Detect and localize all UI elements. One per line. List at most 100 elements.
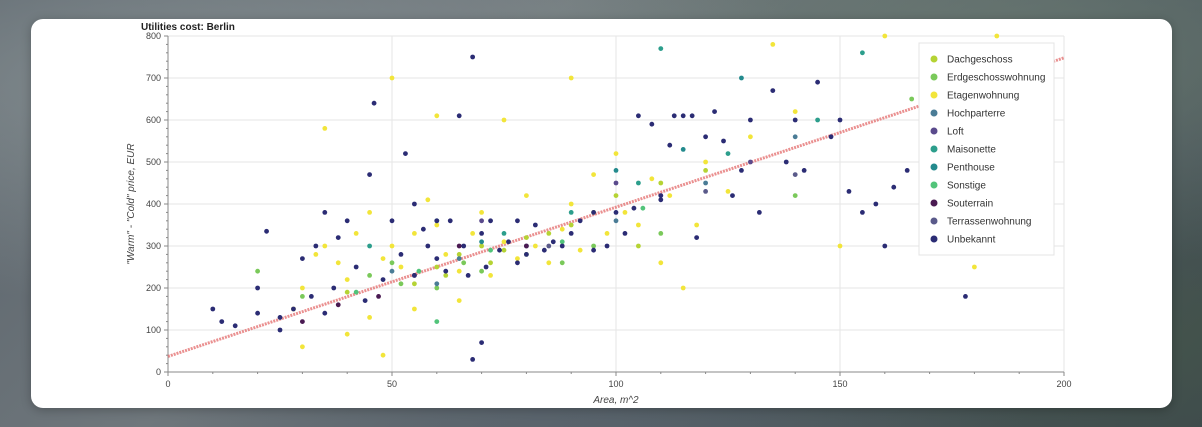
data-point: [322, 210, 328, 215]
legend-label: Terrassenwohnung: [947, 217, 1032, 228]
data-point: [770, 88, 776, 93]
data-point: [456, 256, 462, 261]
data-point: [367, 273, 372, 278]
data-point: [367, 210, 372, 215]
data-point: [376, 294, 381, 299]
data-point: [622, 231, 628, 236]
x-tick-label: 100: [608, 379, 623, 389]
data-point: [658, 197, 664, 203]
data-point: [362, 298, 368, 303]
y-tick-label: 200: [146, 283, 161, 293]
data-point: [277, 327, 283, 333]
data-point: [541, 247, 547, 253]
data-point: [739, 168, 744, 173]
legend-label: Erdgeschosswohnung: [947, 73, 1045, 84]
data-point: [420, 226, 426, 232]
y-tick-label: 800: [146, 31, 161, 41]
trend-line: [167, 56, 1065, 358]
data-point: [380, 352, 386, 358]
legend-label: Hochparterre: [947, 109, 1006, 120]
data-point: [770, 42, 776, 47]
data-point: [479, 210, 484, 215]
data-point: [882, 33, 888, 39]
data-point: [300, 294, 305, 299]
data-point: [344, 218, 350, 224]
data-point: [380, 256, 386, 261]
legend-marker: [930, 55, 938, 63]
data-point: [331, 285, 337, 291]
data-point: [550, 239, 556, 245]
data-point: [470, 54, 476, 60]
data-point: [972, 264, 977, 270]
data-point: [371, 100, 377, 106]
data-point: [801, 168, 807, 173]
data-point: [389, 268, 395, 274]
data-point: [667, 193, 673, 199]
data-point: [447, 218, 453, 224]
data-point: [434, 319, 440, 324]
scatter-plot: Utilities cost: Berlin 01002003004005006…: [126, 22, 1072, 406]
data-point: [909, 96, 915, 102]
data-point: [703, 168, 708, 173]
data-point: [725, 189, 731, 194]
y-tick-label: 600: [146, 115, 161, 125]
y-axis-label: "Warm" - "Cold" price, EUR: [126, 143, 137, 264]
data-point: [748, 159, 753, 165]
data-point: [488, 260, 493, 266]
data-point: [335, 260, 341, 266]
data-point: [344, 289, 350, 295]
data-point: [649, 121, 655, 127]
legend-label: Etagenwohnung: [947, 91, 1019, 102]
data-point: [264, 228, 269, 234]
data-point: [353, 264, 359, 270]
data-point: [515, 260, 520, 266]
data-point: [313, 243, 319, 249]
data-point: [389, 218, 395, 224]
data-point: [631, 205, 637, 211]
data-point: [658, 46, 664, 51]
data-point: [434, 281, 440, 287]
data-point: [873, 201, 879, 207]
data-point: [568, 75, 574, 81]
data-point: [434, 113, 440, 119]
x-axis-ticks: 0 50 100 150 200: [165, 372, 1072, 389]
legend-marker: [930, 163, 938, 171]
data-point: [232, 323, 238, 329]
data-point: [524, 243, 529, 249]
legend-marker: [930, 181, 938, 189]
data-point: [792, 109, 798, 114]
y-tick-label: 700: [146, 73, 161, 83]
data-point: [506, 239, 511, 245]
data-point: [792, 172, 798, 178]
data-point: [748, 117, 753, 123]
data-point: [792, 134, 798, 140]
legend-label: Penthouse: [947, 163, 995, 174]
data-point: [994, 33, 1000, 39]
legend[interactable]: Dachgeschoss Erdgeschosswohnung Etagenwohn…: [918, 42, 1055, 256]
data-point: [613, 210, 619, 215]
data-point: [412, 281, 417, 287]
data-point: [636, 222, 641, 228]
data-point: [721, 138, 726, 144]
data-point: [488, 218, 493, 224]
data-point: [532, 243, 538, 249]
data-point: [783, 159, 789, 165]
y-tick-label: 100: [146, 325, 161, 335]
data-point: [389, 75, 395, 81]
data-point: [255, 268, 260, 274]
data-point: [210, 306, 216, 312]
data-point: [412, 273, 417, 278]
data-point: [488, 247, 493, 253]
data-point: [403, 151, 408, 157]
legend-label: Loft: [947, 127, 964, 138]
data-point: [792, 193, 798, 199]
data-point: [680, 113, 686, 119]
data-point: [703, 189, 708, 194]
data-point: [313, 252, 319, 257]
data-point: [456, 298, 462, 303]
data-point: [703, 180, 708, 186]
data-point: [636, 180, 641, 186]
data-point: [456, 113, 462, 119]
data-point: [591, 247, 596, 253]
data-point: [497, 247, 502, 253]
